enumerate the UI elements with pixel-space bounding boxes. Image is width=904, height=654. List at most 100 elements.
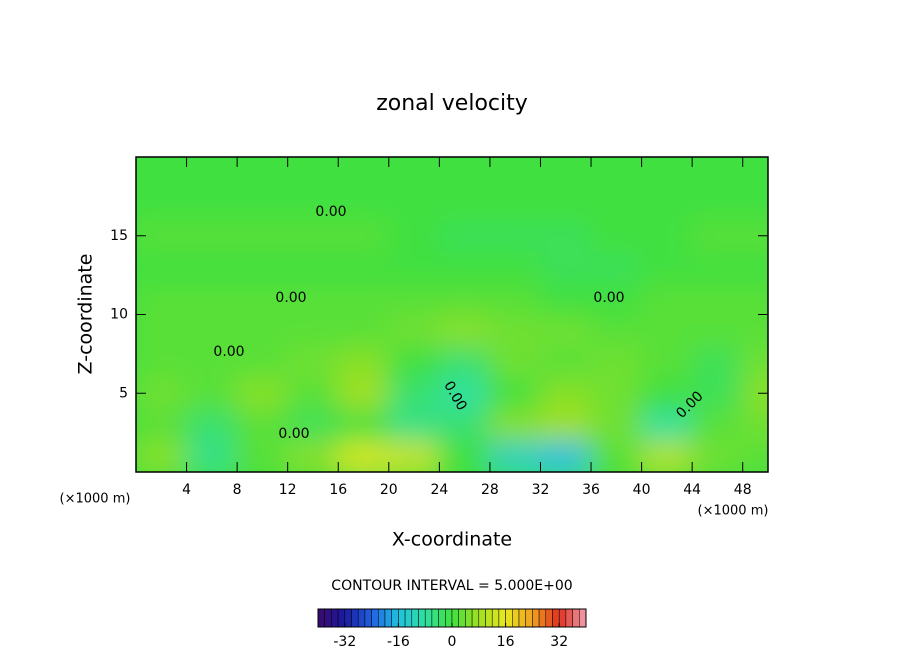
field-cell [590, 219, 643, 253]
field-cell [438, 439, 491, 472]
field-cell [185, 219, 239, 253]
field-cell [387, 187, 441, 221]
colorbar-swatch [344, 608, 352, 628]
colorbar-swatch [525, 608, 533, 628]
field-cell [741, 439, 768, 472]
colorbar-swatch [337, 608, 346, 628]
x-axis-label: X-coordinate [392, 529, 512, 551]
field-cell [590, 313, 643, 347]
field-cell [590, 282, 643, 316]
field-cell [640, 313, 694, 347]
colorbar-swatch [579, 608, 587, 628]
chart-title: zonal velocity [376, 91, 528, 116]
field-cell [539, 219, 593, 253]
field-cell [185, 439, 239, 472]
field-cell [387, 157, 441, 190]
contour-label: 0.00 [213, 344, 244, 360]
field-cell [640, 376, 694, 410]
field-cell [539, 439, 593, 472]
colorbar-swatch [357, 608, 366, 628]
field-cell [640, 187, 694, 221]
field-cell [590, 408, 643, 442]
field-cell [590, 376, 643, 410]
field-cell [286, 345, 340, 379]
contour-interval: CONTOUR INTERVAL = 5.000E+00 [331, 578, 572, 594]
x-tick-label: 12 [279, 482, 297, 498]
colorbar-swatch [398, 608, 406, 628]
field-cell [185, 345, 239, 379]
field-cell [438, 187, 491, 221]
colorbar-swatch [545, 608, 553, 628]
y-tick-label: 5 [119, 385, 128, 401]
colorbar-swatch [538, 608, 547, 628]
field-cell [488, 250, 542, 284]
field-cell [337, 376, 390, 410]
field-cell [741, 250, 768, 284]
contour-label: 0.00 [278, 426, 309, 442]
field-cell [539, 282, 593, 316]
field-cell [337, 439, 390, 472]
field-cell [590, 345, 643, 379]
colorbar-swatch [431, 608, 439, 628]
field-cell [590, 187, 643, 221]
field-cell [387, 313, 441, 347]
field-cell [185, 282, 239, 316]
field-cell [185, 187, 239, 221]
field-cell [640, 408, 694, 442]
field-cell [539, 157, 593, 190]
field-cell [539, 187, 593, 221]
colorbar-swatch [391, 608, 399, 628]
colorbar-swatch [478, 608, 486, 628]
field-cell [488, 157, 542, 190]
x-tick-label: 28 [481, 482, 499, 498]
colorbar-tick-label: -32 [333, 634, 356, 650]
colorbar-swatch [324, 608, 332, 628]
field-cell [640, 157, 694, 190]
field-cell [741, 157, 768, 190]
colorbar-swatch [565, 608, 573, 628]
field-cell [387, 376, 441, 410]
field-cell [438, 219, 491, 253]
field-cell [741, 408, 768, 442]
field-cell [136, 439, 188, 472]
field-cell [640, 219, 694, 253]
field-cell [590, 250, 643, 284]
field-cell [438, 408, 491, 442]
field-cells [136, 157, 768, 472]
colorbar-tick-label: 32 [550, 634, 568, 650]
field-cell [136, 157, 188, 190]
field-cell [185, 376, 239, 410]
field-cell [539, 376, 593, 410]
field-cell [236, 376, 289, 410]
field-cell [691, 157, 744, 190]
field-cell [387, 219, 441, 253]
colorbar-swatch [512, 608, 520, 628]
field-cell [438, 282, 491, 316]
field-cell [286, 187, 340, 221]
field-cell [236, 282, 289, 316]
colorbar-tick-label: 0 [448, 634, 457, 650]
x-tick-label: 40 [633, 482, 651, 498]
colorbar-swatch [471, 608, 480, 628]
x-unit-label: (×1000 m) [698, 504, 769, 519]
field-cell [590, 157, 643, 190]
field-cell [590, 439, 643, 472]
colorbar-swatch [438, 608, 446, 628]
field-cell [387, 282, 441, 316]
colorbar-swatch [418, 608, 426, 628]
field-cell [539, 408, 593, 442]
field-cell [286, 219, 340, 253]
field-cell [136, 282, 188, 316]
field-cell [136, 345, 188, 379]
field-cell [136, 187, 188, 221]
field-cell [337, 282, 390, 316]
field-cell [438, 313, 491, 347]
field-cell [236, 219, 289, 253]
colorbar-swatch [552, 608, 560, 628]
colorbar-swatch [317, 608, 325, 628]
field-cell [286, 376, 340, 410]
field-cell [286, 408, 340, 442]
contour-label: 0.00 [593, 290, 624, 306]
colorbar-swatch [445, 608, 453, 628]
